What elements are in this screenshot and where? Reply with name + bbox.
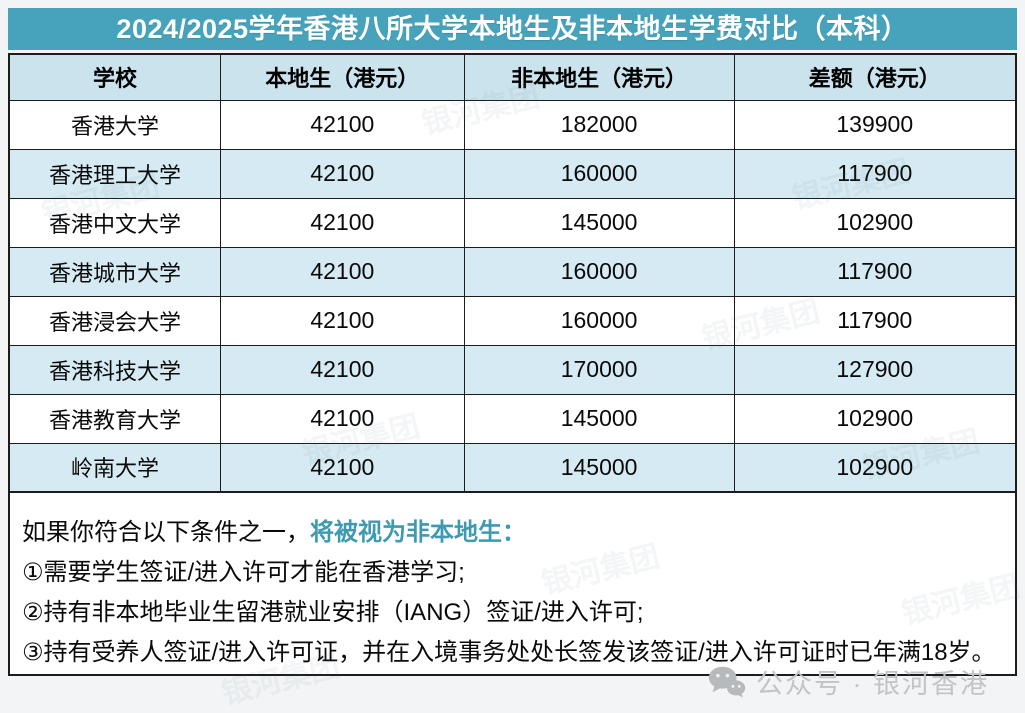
nonlocal-fee: 145000 — [463, 197, 735, 248]
fee-difference: 139900 — [733, 99, 1017, 150]
table-row: 香港中文大学 42100 145000 102900 — [8, 197, 1017, 248]
local-fee: 42100 — [219, 344, 465, 395]
fee-difference: 127900 — [733, 344, 1017, 395]
nonlocal-fee: 182000 — [463, 99, 735, 150]
wechat-icon — [708, 666, 746, 698]
table-row: 香港大学 42100 182000 139900 — [8, 99, 1017, 150]
wechat-watermark: 公众号 · 银河香港 — [708, 662, 989, 701]
fee-difference: 117900 — [733, 148, 1017, 199]
fee-difference: 102900 — [733, 442, 1017, 493]
school-name: 香港教育大学 — [8, 393, 221, 444]
school-name: 香港理工大学 — [8, 148, 221, 199]
nonlocal-fee: 160000 — [463, 295, 735, 346]
nonlocal-fee: 145000 — [463, 393, 735, 444]
notes-intro-line: 如果你符合以下条件之一，将被视为非本地生： — [22, 513, 1001, 553]
school-name: 香港中文大学 — [8, 197, 221, 248]
fee-difference: 102900 — [733, 197, 1017, 248]
note-line-2: ②持有非本地毕业生留港就业安排（IANG）签证/进入许可; — [22, 599, 644, 626]
school-name: 香港大学 — [8, 99, 221, 150]
table-row: 岭南大学 42100 145000 102900 — [8, 442, 1017, 493]
note-line-3: ③持有受养人签证/进入许可证，并在入境事务处处长签发该签证/进入许可证时已年满1… — [22, 639, 996, 666]
local-fee: 42100 — [219, 393, 465, 444]
notes-panel: 如果你符合以下条件之一，将被视为非本地生： ①需要学生签证/进入许可才能在香港学… — [8, 491, 1017, 676]
page-title: 2024/2025学年香港八所大学本地生及非本地生学费对比（本科） — [8, 8, 1017, 50]
school-name: 岭南大学 — [8, 442, 221, 493]
school-name: 香港城市大学 — [8, 246, 221, 297]
fee-difference: 117900 — [733, 246, 1017, 297]
nonlocal-fee: 145000 — [463, 442, 735, 493]
table-row: 香港城市大学 42100 160000 117900 — [8, 246, 1017, 297]
nonlocal-fee: 160000 — [463, 246, 735, 297]
local-fee: 42100 — [219, 442, 465, 493]
column-header-difference: 差额（港元） — [733, 53, 1017, 101]
school-name: 香港浸会大学 — [8, 295, 221, 346]
school-name: 香港科技大学 — [8, 344, 221, 395]
local-fee: 42100 — [219, 148, 465, 199]
note-line-1: ①需要学生签证/进入许可才能在香港学习; — [22, 559, 465, 586]
notes-intro-plain: 如果你符合以下条件之一， — [22, 519, 310, 546]
nonlocal-fee: 160000 — [463, 148, 735, 199]
fee-difference: 102900 — [733, 393, 1017, 444]
table-row: 香港科技大学 42100 170000 127900 — [8, 344, 1017, 395]
column-header-local-fee: 本地生（港元） — [219, 53, 465, 101]
local-fee: 42100 — [219, 246, 465, 297]
table-row: 香港理工大学 42100 160000 117900 — [8, 148, 1017, 199]
nonlocal-fee: 170000 — [463, 344, 735, 395]
local-fee: 42100 — [219, 99, 465, 150]
notes-intro-highlight: 将被视为非本地生： — [310, 519, 526, 546]
table-row: 香港教育大学 42100 145000 102900 — [8, 393, 1017, 444]
fee-difference: 117900 — [733, 295, 1017, 346]
local-fee: 42100 — [219, 295, 465, 346]
column-header-school: 学校 — [8, 53, 221, 101]
table-header-row: 学校 本地生（港元） 非本地生（港元） 差额（港元） — [8, 53, 1017, 101]
local-fee: 42100 — [219, 197, 465, 248]
wechat-watermark-label: 公众号 · 银河香港 — [756, 669, 989, 699]
column-header-nonlocal-fee: 非本地生（港元） — [463, 53, 735, 101]
table-row: 香港浸会大学 42100 160000 117900 — [8, 295, 1017, 346]
tuition-table: 学校 本地生（港元） 非本地生（港元） 差额（港元） 香港大学 42100 18… — [8, 53, 1017, 493]
